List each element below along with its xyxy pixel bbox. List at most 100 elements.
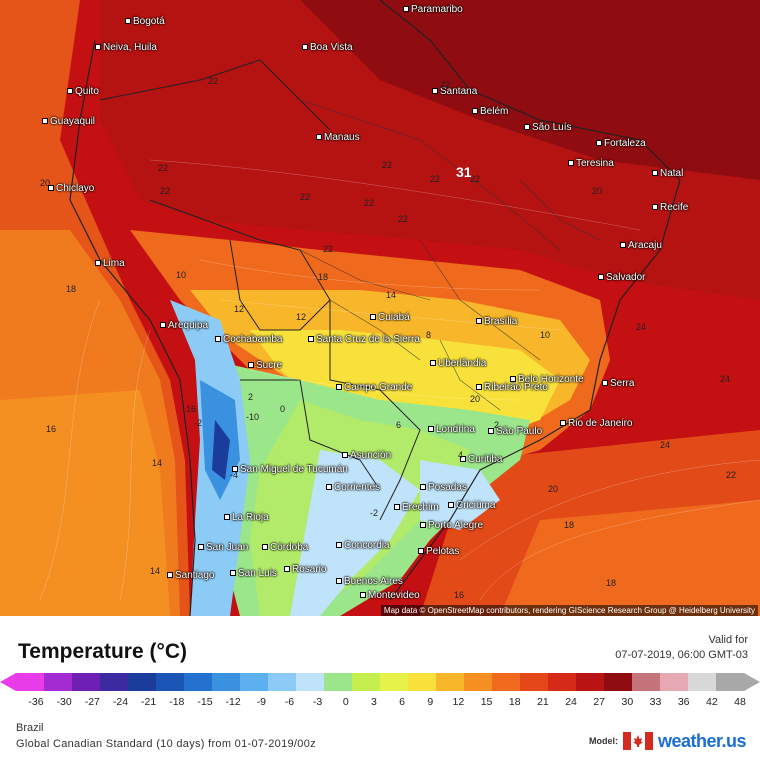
city-label: San Miguel de Tucumán [232,464,348,475]
contour-value: 22 [382,160,393,170]
city-label: Santa Cruz de la Sierra [308,334,420,345]
colorbar-tick-label: 18 [508,696,521,708]
contour-value: 22 [364,198,375,208]
city-marker-icon [232,466,238,473]
brand-logo[interactable]: Model: weather.us [589,730,747,752]
colorbar-segment [240,673,269,691]
city-label: Posadas [420,482,467,493]
city-label: Salvador [598,272,645,283]
city-marker-icon [370,314,376,321]
canada-flag-icon [622,732,653,750]
city-marker-icon [560,420,566,427]
city-name: Natal [660,168,684,179]
city-marker-icon [488,428,494,435]
city-label: Natal [652,168,683,179]
contour-value: -10 [246,412,260,422]
city-label: San Luis [230,568,277,579]
city-name: Teresina [576,158,614,169]
city-marker-icon [360,592,366,599]
city-label: Guayaquil [42,116,95,127]
valid-for-value: 07-07-2019, 06:00 GMT-03 [615,649,748,661]
city-label: Lima [95,258,125,269]
city-label: Serra [602,378,634,389]
model-run-label: Global Canadian Standard (10 days) from … [16,738,316,750]
legend-title: Temperature (°C) [18,640,188,663]
city-name: Londrina [436,424,475,435]
city-label: Quito [67,86,99,97]
colorbar-segment [184,673,213,691]
contour-value: 16 [46,424,57,434]
colorbar-tick-label: 12 [452,696,465,708]
city-name: Lima [103,258,125,269]
city-name: Sucre [256,360,283,371]
colorbar-segment [268,673,297,691]
city-marker-icon [476,384,482,391]
city-marker-icon [602,380,608,387]
city-name: Porto Alegre [428,520,484,531]
city-marker-icon [167,572,173,579]
contour-value: 18 [318,272,329,282]
contour-value: 16 [454,590,465,600]
city-label: Belém [472,106,508,117]
city-label: Campo Grande [336,382,412,393]
city-marker-icon [224,514,230,521]
city-marker-icon [326,484,332,491]
city-marker-icon [394,504,400,511]
city-label: Chiclayo [48,183,94,194]
colorbar-segment [716,673,745,691]
city-marker-icon [160,322,166,329]
colorbar-segment [128,673,157,691]
city-name: Aracaju [628,240,662,251]
contour-value: 14 [386,290,397,300]
city-marker-icon [284,566,290,573]
city-label: San Juan [198,542,248,553]
city-marker-icon [460,456,466,463]
colorbar-segment [464,673,493,691]
city-name: Santiago [175,570,215,581]
colorbar-segment [212,673,241,691]
colorbar-segment [156,673,185,691]
contour-value: 2 [248,392,254,402]
city-name: Curitiba [468,454,503,465]
colorbar-tick-label: -3 [312,696,323,708]
city-marker-icon [448,502,454,509]
city-name: São Luís [532,122,572,133]
city-name: Asunción [350,450,392,461]
city-label: Rio de Janeiro [560,418,632,429]
city-label: Recife [652,202,688,213]
colorbar-max-arrow [744,673,760,691]
city-label: Porto Alegre [420,520,483,531]
city-name: Campo Grande [344,382,413,393]
temperature-map[interactable]: Paramaribo Bogotá Neiva, Huila Boa Vista Qui… [0,0,760,616]
city-marker-icon [428,426,434,433]
city-name: Rio de Janeiro [568,418,633,429]
city-marker-icon [472,108,478,115]
contour-value: 20 [470,394,481,404]
city-name: Arequipa [168,320,209,331]
city-label: Concordia [336,540,390,551]
city-marker-icon [430,360,436,367]
map-attribution: Map data © OpenStreetMap contributors, r… [380,605,758,616]
city-marker-icon [342,452,348,459]
city-label: Fortaleza [596,138,646,149]
city-label: Criciúma [448,500,495,511]
contour-value: 24 [720,374,731,384]
city-marker-icon [596,140,602,147]
colorbar-tick-label: 0 [342,696,349,708]
contour-value: 8 [426,330,432,340]
city-marker-icon [476,318,482,325]
city-label: Cuiabá [370,312,410,323]
colorbar-segment [660,673,689,691]
temperature-field [0,0,760,616]
colorbar-segment [548,673,577,691]
contour-value: 0 [280,404,286,414]
contour-value: 14 [150,566,161,576]
colorbar-segment [492,673,521,691]
city-name: Salvador [606,272,646,283]
colorbar-tick-label: -9 [256,696,266,708]
colorbar-segment [520,673,549,691]
city-name: Rosario [292,564,327,575]
city-name: Cuiabá [378,312,410,323]
contour-value: 18 [606,578,617,588]
city-label: Paramaribo [403,4,463,15]
